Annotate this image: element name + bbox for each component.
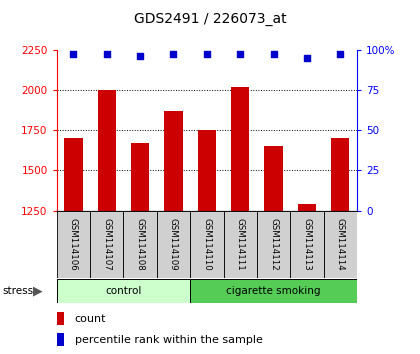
Bar xyxy=(164,111,183,211)
Text: stress: stress xyxy=(2,286,33,296)
FancyBboxPatch shape xyxy=(223,211,257,278)
FancyBboxPatch shape xyxy=(257,211,290,278)
Text: GSM114114: GSM114114 xyxy=(336,218,345,271)
Bar xyxy=(97,90,116,211)
Text: GDS2491 / 226073_at: GDS2491 / 226073_at xyxy=(134,12,286,27)
Bar xyxy=(265,146,283,211)
Text: percentile rank within the sample: percentile rank within the sample xyxy=(75,335,262,345)
FancyBboxPatch shape xyxy=(57,279,190,303)
Text: cigarette smoking: cigarette smoking xyxy=(226,286,321,296)
Text: control: control xyxy=(105,286,142,296)
Point xyxy=(337,52,344,57)
Text: GSM114106: GSM114106 xyxy=(69,218,78,271)
Bar xyxy=(57,312,64,325)
Point xyxy=(170,52,177,57)
Text: count: count xyxy=(75,314,106,324)
Text: GSM114113: GSM114113 xyxy=(302,218,312,271)
Text: ▶: ▶ xyxy=(33,284,42,297)
Bar xyxy=(231,87,249,211)
Text: GSM114107: GSM114107 xyxy=(102,218,111,271)
FancyBboxPatch shape xyxy=(157,211,190,278)
Bar xyxy=(298,204,316,211)
Point xyxy=(237,52,244,57)
Bar xyxy=(64,138,83,211)
Text: GSM114109: GSM114109 xyxy=(169,218,178,270)
Text: GSM114108: GSM114108 xyxy=(136,218,144,271)
Point xyxy=(304,55,310,61)
Point xyxy=(204,52,210,57)
FancyBboxPatch shape xyxy=(290,211,324,278)
Text: GSM114111: GSM114111 xyxy=(236,218,245,271)
Point xyxy=(137,53,144,59)
Bar xyxy=(57,333,64,346)
Bar xyxy=(198,130,216,211)
Bar xyxy=(131,143,149,211)
FancyBboxPatch shape xyxy=(190,211,223,278)
Point xyxy=(70,52,77,57)
FancyBboxPatch shape xyxy=(90,211,123,278)
FancyBboxPatch shape xyxy=(324,211,357,278)
FancyBboxPatch shape xyxy=(123,211,157,278)
FancyBboxPatch shape xyxy=(190,279,357,303)
Point xyxy=(103,52,110,57)
Bar xyxy=(331,138,349,211)
Text: GSM114112: GSM114112 xyxy=(269,218,278,271)
Text: GSM114110: GSM114110 xyxy=(202,218,211,271)
FancyBboxPatch shape xyxy=(57,211,90,278)
Point xyxy=(270,52,277,57)
